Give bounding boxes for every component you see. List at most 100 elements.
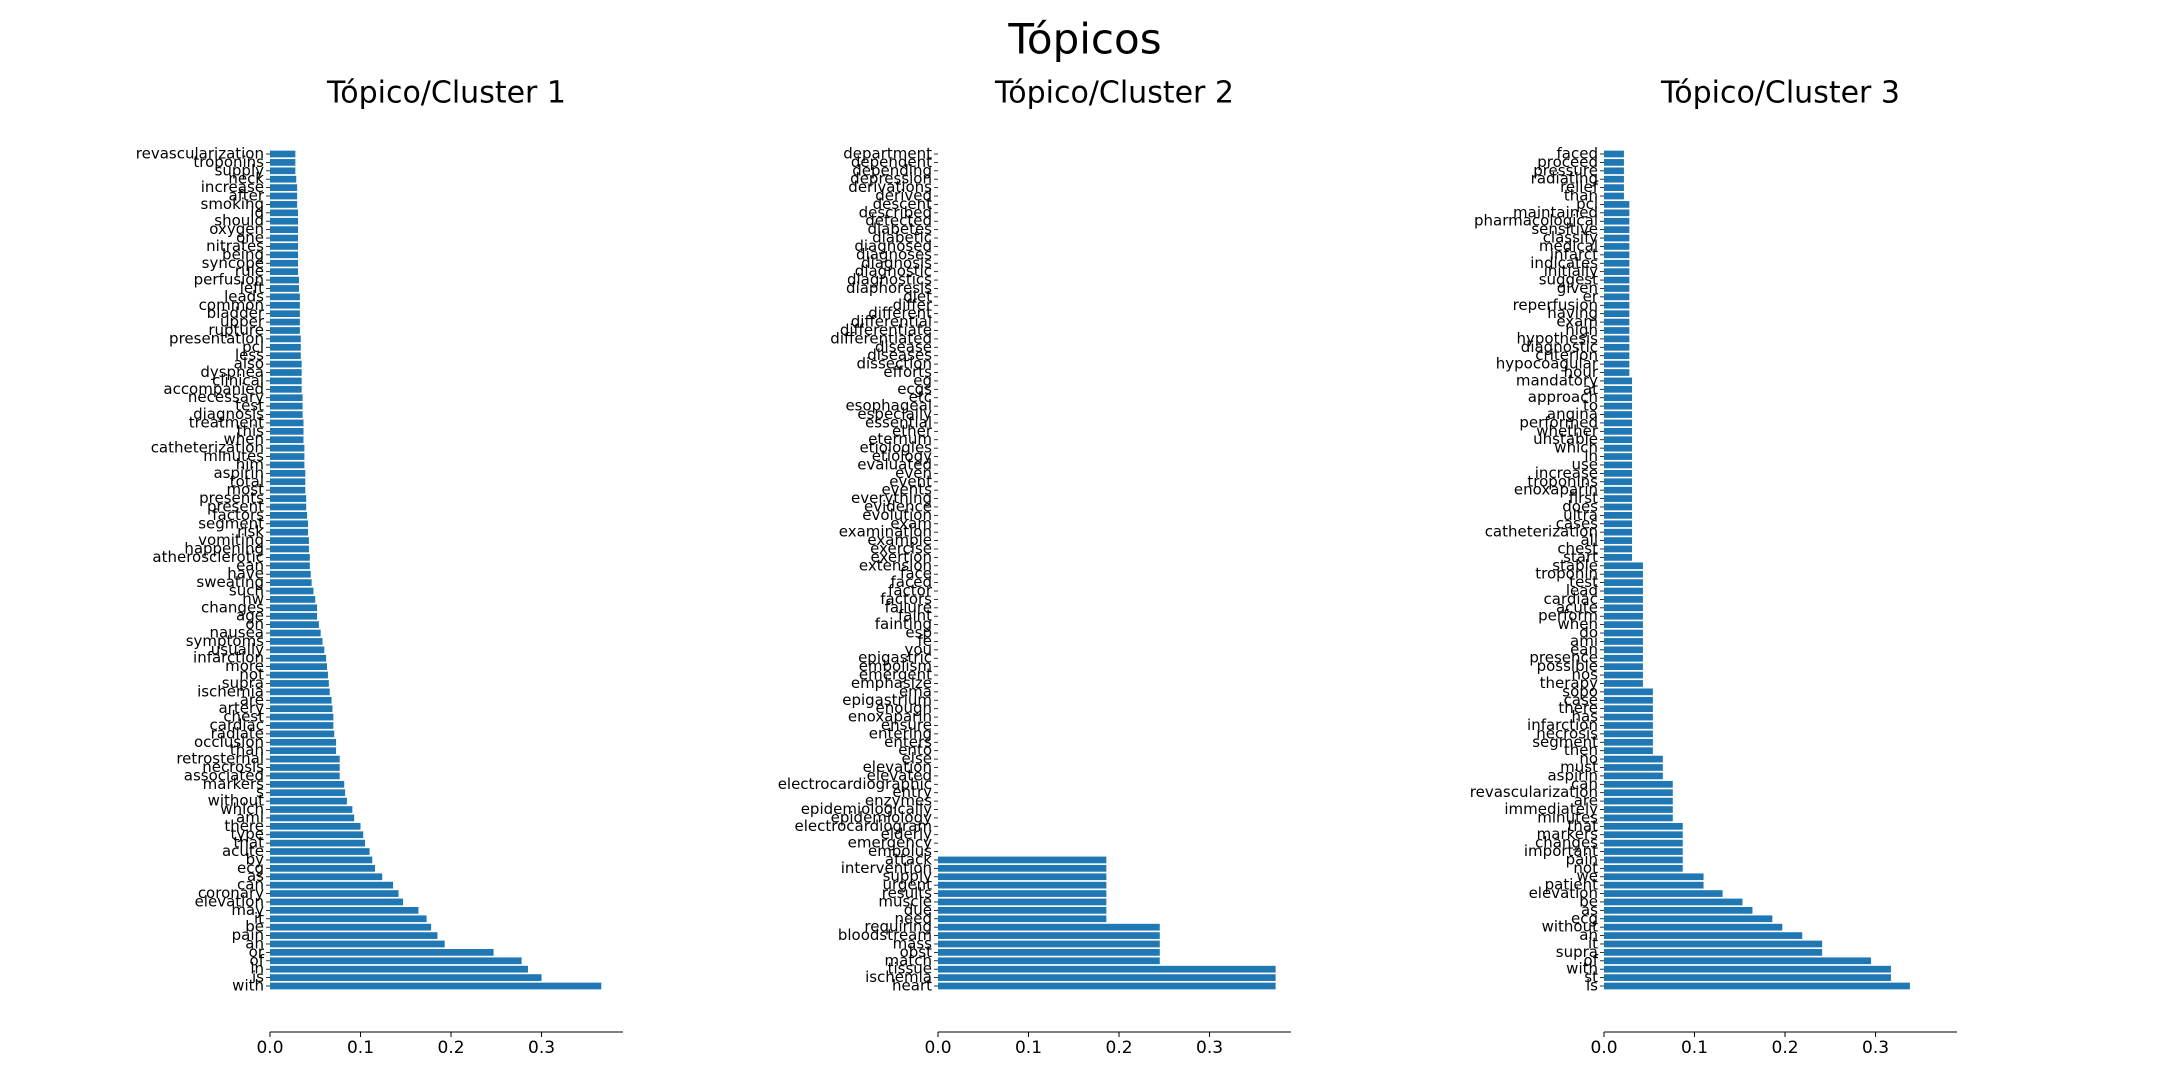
category-label: diaphoresis (846, 279, 932, 297)
category-label: acute (1556, 598, 1598, 616)
category-label: ean (236, 556, 264, 574)
category-label: when (223, 430, 264, 448)
bar (270, 864, 375, 872)
bar (270, 512, 308, 519)
category-label: infarct (1550, 245, 1598, 263)
category-label: catheterization (1485, 523, 1598, 541)
bar (270, 814, 355, 822)
category-label: occlusion (194, 733, 264, 751)
bar (270, 772, 340, 780)
bar (270, 822, 361, 830)
bar (1604, 276, 1630, 284)
category-label: urgent (882, 876, 932, 894)
bar (1604, 696, 1653, 704)
category-label: risk (237, 523, 264, 541)
bar (1604, 512, 1633, 519)
category-label: nitrates (206, 237, 264, 255)
category-label: start (1563, 548, 1598, 566)
category-label: classify (1543, 229, 1598, 247)
bar (270, 537, 309, 544)
category-label: dissection (856, 355, 932, 373)
category-label: necessary (188, 388, 264, 406)
x-tick-label: 0.1 (347, 1038, 374, 1058)
category-label: an (245, 934, 264, 952)
bar (270, 276, 299, 284)
category-label: him (236, 455, 264, 473)
category-label: especially (857, 405, 932, 423)
bar (1604, 612, 1643, 620)
category-label: diagnoses (856, 245, 932, 263)
category-label: minutes (1537, 808, 1598, 826)
category-label: epidemiologically (801, 800, 932, 818)
category-label: diseases (867, 346, 932, 364)
category-label: detected (865, 212, 932, 230)
bar (1604, 596, 1643, 603)
category-label: described (859, 203, 932, 221)
bar (270, 907, 419, 914)
bar (270, 444, 305, 452)
bar (270, 696, 332, 704)
category-label: with (1566, 960, 1598, 978)
bar (1604, 722, 1653, 729)
category-label: radiate (211, 724, 264, 742)
category-label: criterion (1535, 346, 1598, 364)
category-label: happening (184, 539, 264, 557)
bar (1604, 957, 1872, 965)
bar (1604, 234, 1630, 242)
category-label: example (867, 531, 932, 549)
bar (270, 352, 301, 360)
category-label: more (225, 657, 264, 675)
category-label: therapy (1540, 674, 1598, 692)
category-label: electrocardiogram (795, 817, 932, 835)
bar (1604, 537, 1633, 544)
bar (938, 915, 1107, 923)
bar (270, 377, 302, 385)
bar (270, 251, 299, 259)
bar (1604, 713, 1653, 721)
bar (270, 974, 542, 981)
category-label: hypothesis (1517, 329, 1599, 347)
bar (270, 982, 602, 990)
category-label: diagnostics (847, 271, 932, 289)
category-label: then (1564, 741, 1598, 759)
bar (1604, 856, 1683, 864)
category-label: due (904, 901, 932, 919)
bar (270, 159, 296, 166)
bar (270, 192, 298, 200)
category-label: test (1569, 573, 1598, 591)
bar (270, 285, 299, 292)
bar (270, 932, 438, 939)
category-label: aspirin (213, 464, 264, 482)
category-label: usually (211, 640, 264, 658)
bar (270, 965, 528, 973)
category-label: enoxaparin (848, 708, 932, 726)
category-label: diagnosis (861, 254, 932, 272)
category-label: perform (1538, 607, 1598, 625)
category-label: approach (1528, 388, 1598, 406)
category-label: aspirin (1547, 766, 1598, 784)
category-label: initially (1544, 262, 1598, 280)
category-label: nausea (210, 624, 264, 642)
category-label: st (1584, 968, 1598, 986)
category-label: ento (898, 741, 932, 759)
bar (1604, 982, 1910, 990)
x-tick-label: 0.3 (1196, 1038, 1223, 1058)
category-label: rule (235, 262, 264, 280)
bar (1604, 243, 1630, 250)
bar (270, 243, 299, 250)
category-label: unstable (1533, 430, 1598, 448)
bar (270, 209, 299, 217)
bar (1604, 167, 1624, 175)
bar (938, 932, 1160, 939)
category-label: factors (880, 590, 932, 608)
category-label: faced (1557, 145, 1598, 163)
bar (1604, 570, 1643, 578)
bar (1604, 780, 1673, 788)
category-label: ami (236, 808, 264, 826)
category-label: hour (1564, 363, 1599, 381)
bar (938, 873, 1107, 881)
bar (1604, 495, 1633, 502)
bar (270, 469, 306, 477)
bar (1604, 907, 1753, 914)
category-label: heart (892, 977, 932, 995)
